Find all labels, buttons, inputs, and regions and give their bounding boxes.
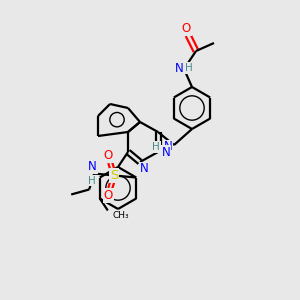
Text: O: O <box>182 22 190 35</box>
Text: CH₃: CH₃ <box>113 211 129 220</box>
Text: H: H <box>185 63 193 73</box>
Text: S: S <box>110 169 118 182</box>
Text: N: N <box>88 160 97 173</box>
Text: N: N <box>140 163 148 176</box>
Text: O: O <box>103 149 113 162</box>
Text: O: O <box>103 189 113 202</box>
Text: N: N <box>162 146 170 158</box>
Text: N: N <box>175 61 183 74</box>
Text: N: N <box>164 140 172 154</box>
Text: H: H <box>152 142 160 152</box>
Text: H: H <box>88 176 96 185</box>
